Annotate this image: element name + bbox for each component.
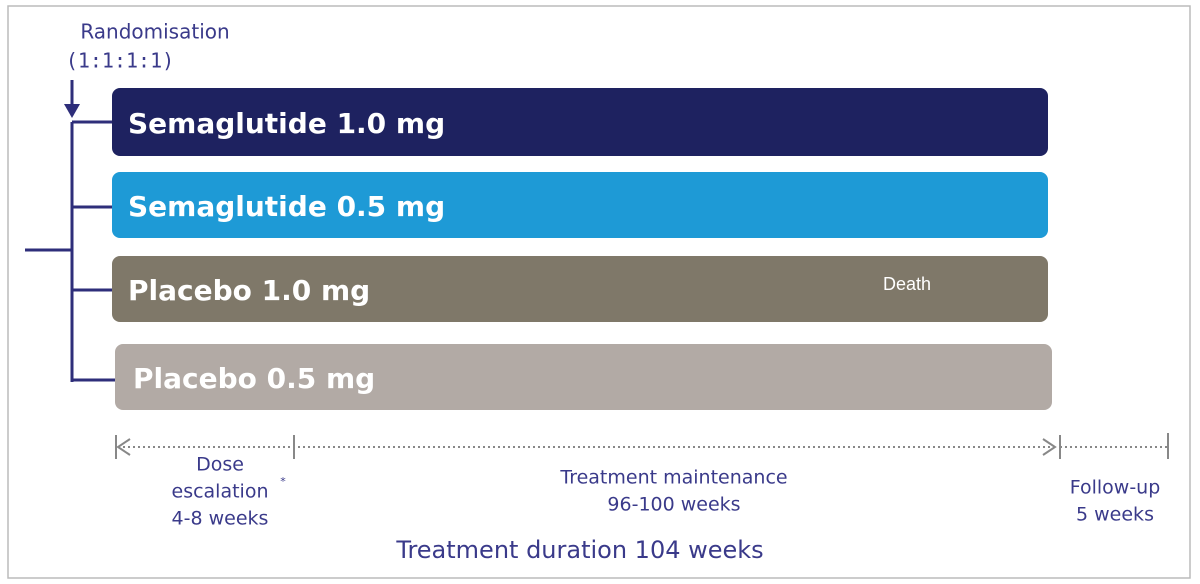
arm-label: Semaglutide 1.0 mg [128,107,445,140]
total-duration: Treatment duration 104 weeks [395,536,763,564]
arrow-head [64,104,80,118]
phase-label: Dose [196,454,244,476]
arm-note: Death [883,274,931,294]
phase-label: escalation [172,481,269,503]
phase-duration: 5 weeks [1076,504,1154,526]
phase-label: Follow-up [1070,477,1161,499]
frame [7,5,1191,579]
phase-duration: 4-8 weeks [172,508,269,530]
phase-label: Treatment maintenance [559,467,787,489]
arm-label: Semaglutide 0.5 mg [128,190,445,223]
arm-bar [112,172,1048,238]
arm-label: Placebo 0.5 mg [133,362,375,395]
timeline [115,433,1169,459]
randomisation-bracket [25,80,115,382]
phase-duration: 96-100 weeks [607,494,740,516]
arm-bar [112,256,1048,322]
randomisation-ratio: (1:1:1:1) [66,49,174,73]
randomisation-label: Randomisation [80,20,229,44]
arm-label: Placebo 1.0 mg [128,274,370,307]
arm-bar [115,344,1052,410]
footnote-mark: * [280,475,286,488]
arm-bar [112,88,1048,156]
